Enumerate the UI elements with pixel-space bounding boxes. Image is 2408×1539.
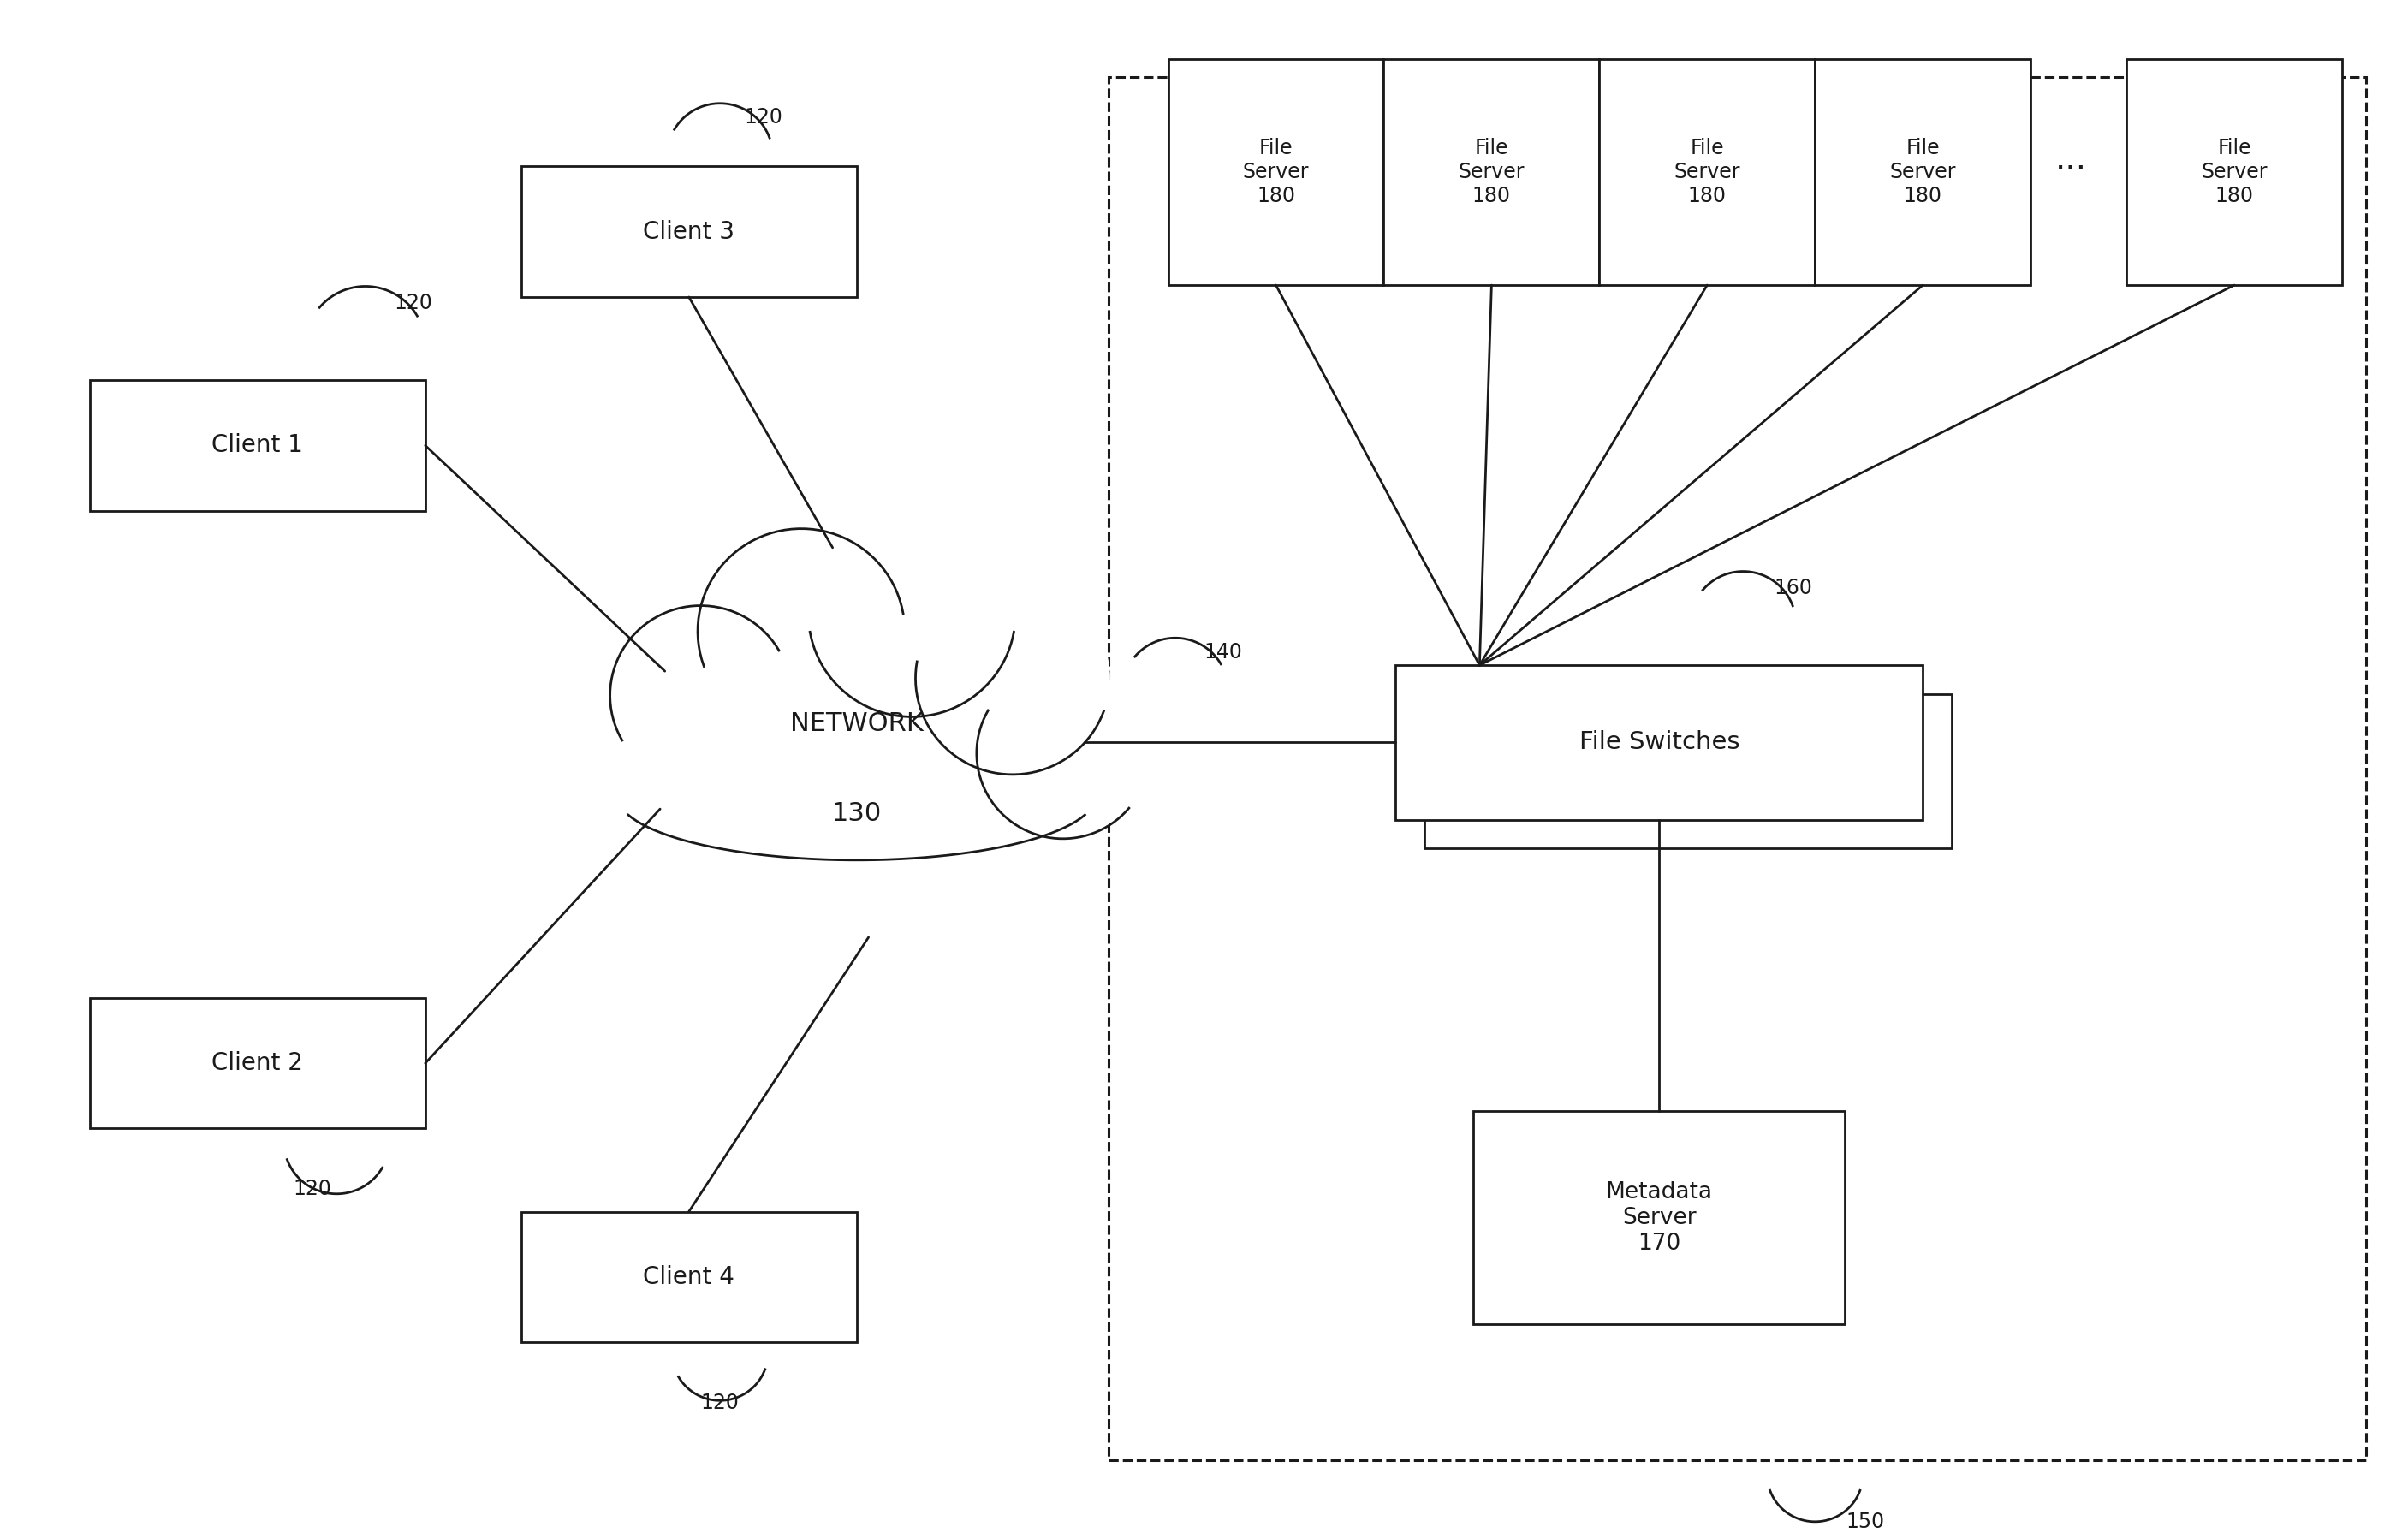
Text: NETWORK: NETWORK	[790, 711, 922, 736]
Text: 160: 160	[1775, 577, 1813, 599]
Text: 150: 150	[1847, 1511, 1885, 1531]
Bar	[1385, 60, 1599, 285]
Bar	[89, 380, 426, 511]
Text: Client 4: Client 4	[643, 1265, 734, 1290]
Bar	[1599, 60, 1816, 285]
Text: File
Server
180: File Server 180	[1459, 139, 1524, 206]
Text: File
Server
180: File Server 180	[2201, 139, 2268, 206]
Bar	[1168, 60, 1385, 285]
Text: 120: 120	[294, 1179, 332, 1199]
Bar	[89, 997, 426, 1128]
Text: File
Server
180: File Server 180	[1243, 139, 1310, 206]
Circle shape	[915, 582, 1110, 774]
Text: ...: ...	[2056, 145, 2088, 177]
Bar	[1426, 694, 1950, 848]
Text: File
Server
180: File Server 180	[1674, 139, 1741, 206]
Text: 120: 120	[744, 108, 783, 128]
Text: Metadata
Server
170: Metadata Server 170	[1606, 1180, 1712, 1254]
Bar	[520, 166, 857, 297]
Circle shape	[809, 511, 1016, 717]
Circle shape	[978, 668, 1149, 839]
Text: 120: 120	[395, 292, 433, 314]
Bar	[1816, 60, 2030, 285]
Text: Client 1: Client 1	[212, 434, 303, 457]
Text: Client 2: Client 2	[212, 1051, 303, 1076]
Text: 140: 140	[1204, 642, 1243, 662]
Bar	[1397, 665, 1924, 820]
Bar	[1108, 77, 2367, 1461]
Circle shape	[609, 606, 792, 785]
Text: Client 3: Client 3	[643, 220, 734, 243]
Text: 130: 130	[831, 802, 881, 826]
Circle shape	[698, 528, 905, 734]
Ellipse shape	[592, 637, 1120, 873]
Text: File
Server
180: File Server 180	[1890, 139, 1955, 206]
Text: File Switches: File Switches	[1580, 731, 1739, 754]
Bar	[520, 1211, 857, 1342]
Bar	[2126, 60, 2343, 285]
Text: 120: 120	[701, 1393, 739, 1413]
Bar	[1474, 1111, 1845, 1325]
